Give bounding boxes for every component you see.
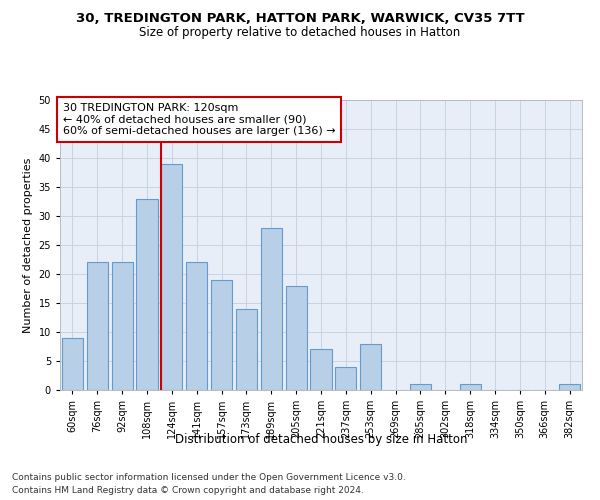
- Text: Distribution of detached houses by size in Hatton: Distribution of detached houses by size …: [175, 432, 467, 446]
- Y-axis label: Number of detached properties: Number of detached properties: [23, 158, 33, 332]
- Bar: [335, 367, 356, 390]
- Text: Contains HM Land Registry data © Crown copyright and database right 2024.: Contains HM Land Registry data © Crown c…: [12, 486, 364, 495]
- Bar: [410, 384, 431, 390]
- Bar: [310, 350, 332, 390]
- Bar: [460, 384, 481, 390]
- Bar: [136, 198, 158, 390]
- Bar: [236, 309, 257, 390]
- Bar: [261, 228, 282, 390]
- Bar: [286, 286, 307, 390]
- Bar: [112, 262, 133, 390]
- Bar: [62, 338, 83, 390]
- Text: 30, TREDINGTON PARK, HATTON PARK, WARWICK, CV35 7TT: 30, TREDINGTON PARK, HATTON PARK, WARWIC…: [76, 12, 524, 26]
- Bar: [211, 280, 232, 390]
- Text: Size of property relative to detached houses in Hatton: Size of property relative to detached ho…: [139, 26, 461, 39]
- Bar: [360, 344, 381, 390]
- Bar: [559, 384, 580, 390]
- Text: 30 TREDINGTON PARK: 120sqm
← 40% of detached houses are smaller (90)
60% of semi: 30 TREDINGTON PARK: 120sqm ← 40% of deta…: [62, 103, 335, 136]
- Text: Contains public sector information licensed under the Open Government Licence v3: Contains public sector information licen…: [12, 474, 406, 482]
- Bar: [161, 164, 182, 390]
- Bar: [186, 262, 207, 390]
- Bar: [87, 262, 108, 390]
